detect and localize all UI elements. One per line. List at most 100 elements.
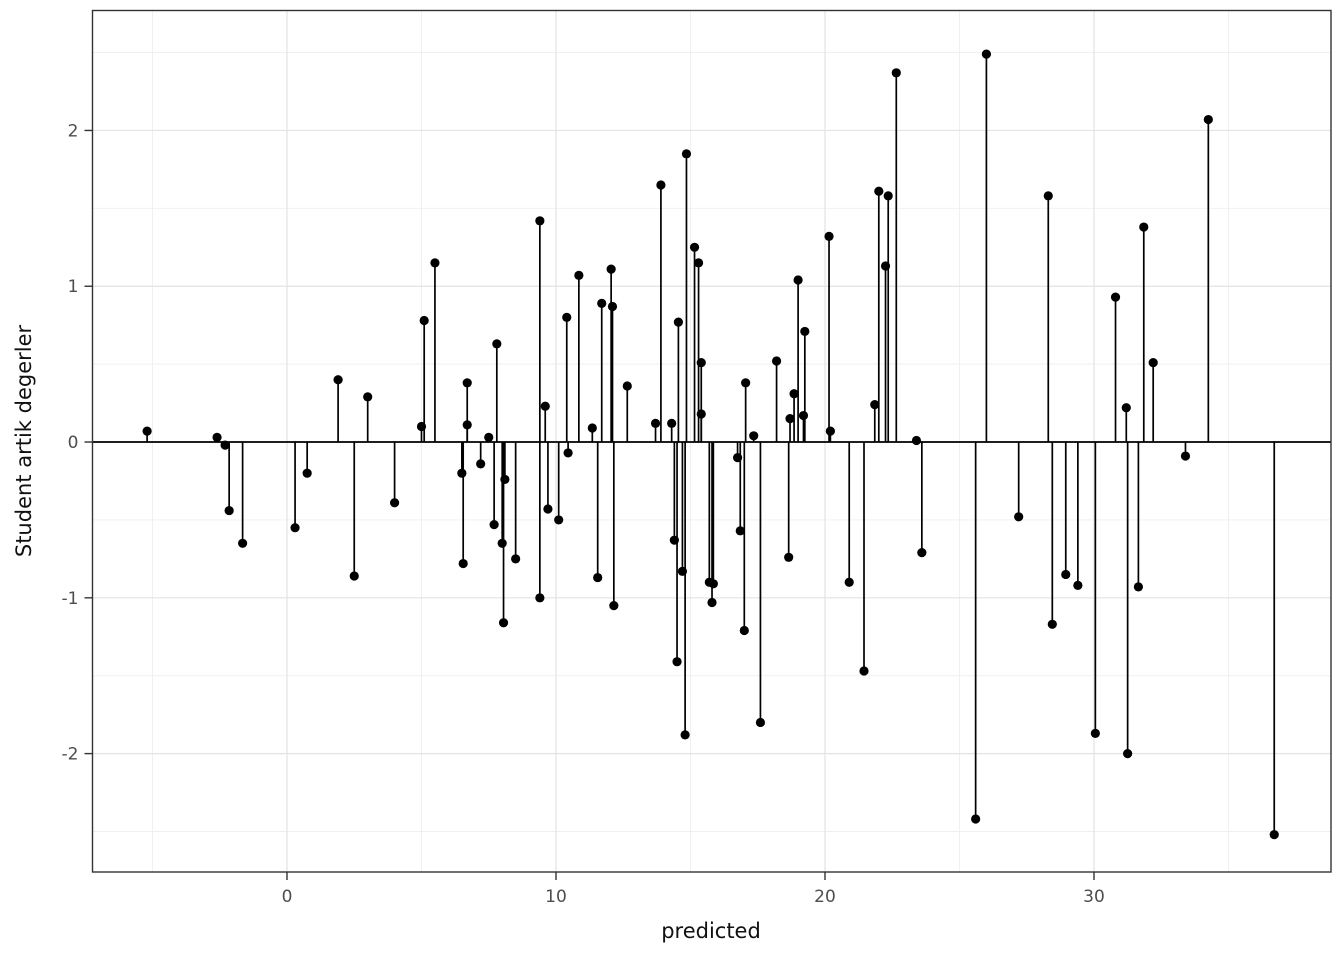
- data-point: [1123, 749, 1133, 759]
- x-tick-label: 0: [282, 887, 293, 907]
- data-point: [212, 432, 222, 442]
- data-point: [656, 180, 666, 190]
- data-point: [389, 498, 400, 508]
- data-point: [870, 400, 880, 410]
- data-point: [800, 326, 810, 337]
- data-point: [498, 618, 509, 628]
- data-point: [1047, 619, 1057, 629]
- data-point: [349, 571, 359, 581]
- data-point: [363, 392, 373, 402]
- data-point: [224, 505, 234, 516]
- data-point: [755, 717, 766, 728]
- data-point: [333, 375, 343, 385]
- data-point: [462, 378, 472, 388]
- data-point: [696, 409, 706, 419]
- data-point: [1269, 830, 1279, 840]
- data-point: [540, 401, 550, 411]
- data-point: [484, 432, 494, 442]
- data-point: [1139, 222, 1149, 232]
- data-point: [741, 378, 751, 388]
- data-point: [681, 149, 692, 159]
- data-point: [785, 414, 795, 424]
- data-point: [597, 298, 607, 308]
- data-point: [607, 301, 618, 312]
- data-point: [667, 418, 677, 428]
- data-point: [749, 431, 759, 441]
- y-tick-label: -2: [62, 745, 79, 765]
- data-point: [535, 216, 545, 226]
- data-point: [650, 418, 661, 428]
- data-point: [302, 468, 312, 478]
- data-point: [707, 597, 717, 608]
- data-point: [981, 49, 992, 59]
- data-point: [220, 440, 230, 450]
- data-point: [680, 730, 690, 740]
- data-point: [1203, 114, 1213, 125]
- data-point: [739, 625, 749, 636]
- data-point: [457, 468, 467, 478]
- data-point: [824, 231, 834, 241]
- data-point: [587, 423, 597, 433]
- data-point: [844, 577, 854, 587]
- stems-and-points: [142, 49, 1279, 840]
- data-point: [1110, 292, 1121, 302]
- data-point: [492, 339, 502, 349]
- y-tick-label: 1: [68, 277, 79, 297]
- data-point: [798, 410, 809, 421]
- data-point: [554, 515, 564, 525]
- data-point: [430, 258, 440, 268]
- y-tick-label: 2: [68, 121, 79, 141]
- data-point: [693, 258, 704, 268]
- data-point: [1133, 582, 1143, 592]
- x-axis-title: predicted: [661, 919, 761, 943]
- data-point: [500, 474, 510, 485]
- data-point: [1061, 569, 1071, 580]
- data-point: [497, 538, 507, 548]
- data-point: [1148, 357, 1158, 368]
- data-point: [543, 504, 553, 514]
- x-tick-label: 30: [1083, 887, 1105, 907]
- data-point: [883, 191, 893, 201]
- data-point: [511, 554, 521, 564]
- data-point: [672, 657, 682, 667]
- data-point: [574, 270, 584, 280]
- data-point: [489, 519, 499, 530]
- data-point: [458, 558, 468, 569]
- data-point: [476, 459, 486, 469]
- x-tick-label: 10: [545, 887, 567, 907]
- data-point: [1121, 403, 1131, 413]
- data-point: [708, 579, 718, 589]
- data-point: [1180, 451, 1191, 461]
- data-point: [891, 68, 901, 78]
- data-point: [784, 552, 794, 562]
- data-point: [673, 317, 683, 327]
- panel-border: [91, 9, 1332, 873]
- data-point: [1014, 512, 1024, 522]
- data-point: [606, 264, 616, 274]
- data-point: [971, 814, 981, 824]
- data-point: [609, 601, 619, 611]
- data-point: [771, 356, 782, 366]
- data-point: [735, 526, 745, 536]
- data-point: [562, 312, 572, 322]
- data-point: [917, 548, 927, 558]
- data-point: [535, 593, 545, 603]
- data-point: [563, 448, 573, 458]
- data-point: [825, 426, 835, 436]
- data-point: [142, 426, 152, 436]
- data-point: [593, 572, 603, 583]
- data-point: [622, 381, 632, 391]
- data-point: [859, 666, 869, 676]
- y-axis-title: Student artik degerler: [12, 325, 36, 558]
- data-point: [789, 389, 799, 399]
- data-point: [1090, 728, 1100, 738]
- data-point: [689, 242, 700, 252]
- data-point: [1043, 191, 1053, 201]
- x-tick-label: 20: [814, 887, 836, 907]
- y-tick-label: -1: [62, 589, 79, 609]
- data-point: [911, 435, 922, 446]
- data-point: [290, 523, 300, 533]
- axis-ticks: 0 10 20 30 -2 -1 0 1 2: [62, 121, 1105, 907]
